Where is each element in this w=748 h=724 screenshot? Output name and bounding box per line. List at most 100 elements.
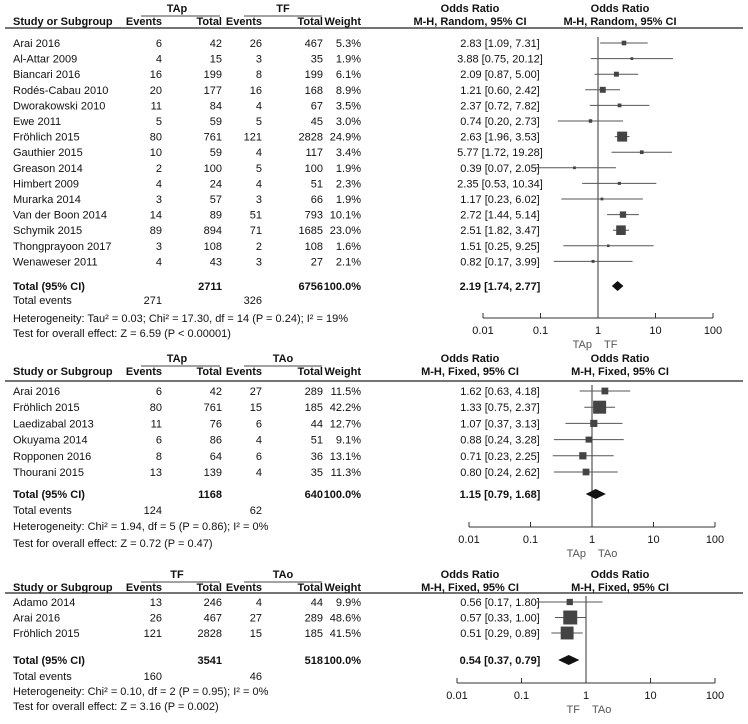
study-point-estimate bbox=[607, 244, 610, 248]
pooled-diamond bbox=[558, 655, 580, 665]
group-a-events: 5 bbox=[156, 116, 162, 128]
study-odds-ratio-ci: 1.51 [0.25, 9.25] bbox=[460, 241, 540, 253]
group-a-total: 108 bbox=[204, 241, 222, 253]
total-events-label: Total events bbox=[13, 671, 72, 683]
study-weight: 10.1% bbox=[330, 210, 361, 222]
group-b-total: 45 bbox=[311, 116, 323, 128]
study-name: Ewe 2011 bbox=[13, 116, 61, 128]
study-weight: 11.3% bbox=[331, 467, 362, 479]
study-odds-ratio-ci: 1.17 [0.23, 6.02] bbox=[460, 194, 540, 206]
study-name: Rodés-Cabau 2010 bbox=[13, 85, 108, 97]
favours-left-label: TAp bbox=[567, 548, 586, 560]
group-b-events: 3 bbox=[256, 194, 262, 206]
x-axis-tick-label: 0.1 bbox=[514, 690, 529, 702]
group-b-total: 27 bbox=[311, 256, 323, 268]
group-b-total-events: 46 bbox=[250, 671, 262, 683]
group-b-events: 3 bbox=[256, 54, 262, 66]
group-b-header: TAo bbox=[273, 569, 294, 581]
group-b-events: 71 bbox=[250, 225, 262, 237]
group-a-total: 100 bbox=[204, 163, 222, 175]
study-point-estimate bbox=[566, 598, 573, 606]
study-odds-ratio-ci: 5.77 [1.72, 19.28] bbox=[457, 147, 543, 159]
overall-effect-text: Test for overall effect: Z = 3.16 (P = 0… bbox=[13, 701, 219, 713]
group-a-events: 4 bbox=[156, 54, 162, 66]
group-a-events: 13 bbox=[150, 467, 162, 479]
x-axis-tick-label: 0.01 bbox=[458, 534, 479, 546]
study-weight: 48.6% bbox=[330, 613, 361, 625]
group-a-events: 8 bbox=[156, 451, 162, 463]
overall-effect-text: Test for overall effect: Z = 0.72 (P = 0… bbox=[13, 538, 213, 550]
pooled-diamond bbox=[611, 281, 624, 291]
group-a-grand-total: 3541 bbox=[198, 655, 222, 667]
total-label: Total (95% CI) bbox=[13, 655, 85, 667]
study-odds-ratio-ci: 0.82 [0.17, 3.99] bbox=[460, 256, 540, 268]
odds-ratio-title: Odds Ratio bbox=[441, 569, 500, 581]
group-b-total: 108 bbox=[305, 241, 323, 253]
study-odds-ratio-ci: 2.35 [0.53, 10.34] bbox=[457, 178, 543, 190]
total-label: Total (95% CI) bbox=[13, 489, 85, 501]
study-column-header: Study or Subgroup bbox=[13, 366, 113, 378]
study-weight: 24.9% bbox=[330, 132, 361, 144]
overall-effect-text: Test for overall effect: Z = 6.59 (P < 0… bbox=[13, 328, 231, 340]
group-b-total: 51 bbox=[311, 435, 323, 447]
group-a-events: 13 bbox=[150, 597, 162, 609]
group-b-events: 4 bbox=[256, 597, 262, 609]
study-odds-ratio-ci: 0.71 [0.23, 2.25] bbox=[460, 451, 540, 463]
x-axis-tick-label: 10 bbox=[649, 325, 661, 337]
group-a-events: 3 bbox=[156, 241, 162, 253]
group-b-events: 4 bbox=[256, 147, 262, 159]
study-weight: 9.1% bbox=[336, 435, 361, 447]
group-b-events: 4 bbox=[256, 435, 262, 447]
study-point-estimate bbox=[613, 71, 619, 77]
group-b-total: 2828 bbox=[299, 132, 323, 144]
group-b-total-events: 62 bbox=[250, 505, 262, 517]
x-axis-tick-label: 10 bbox=[644, 690, 656, 702]
group-b-total: 467 bbox=[305, 38, 323, 50]
study-weight: 13.1% bbox=[330, 451, 361, 463]
study-point-estimate bbox=[617, 181, 621, 185]
study-point-estimate bbox=[617, 103, 622, 108]
study-odds-ratio-ci: 0.51 [0.29, 0.89] bbox=[460, 628, 540, 640]
study-weight: 1.9% bbox=[336, 163, 361, 175]
study-weight: 1.6% bbox=[336, 241, 361, 253]
plot-method-header: M-H, Fixed, 95% CI bbox=[571, 366, 669, 378]
plot-method-header: M-H, Random, 95% CI bbox=[563, 16, 676, 28]
group-a-events-header: Events bbox=[126, 16, 162, 28]
total-events-label: Total events bbox=[13, 295, 72, 307]
study-point-estimate bbox=[619, 211, 627, 218]
study-name: Van der Boon 2014 bbox=[13, 210, 107, 222]
study-odds-ratio-ci: 0.88 [0.24, 3.28] bbox=[460, 435, 540, 447]
group-a-total: 64 bbox=[210, 451, 222, 463]
group-b-total: 67 bbox=[311, 100, 323, 112]
effect-method-header: M-H, Fixed, 95% CI bbox=[421, 582, 519, 594]
group-a-total: 43 bbox=[210, 256, 222, 268]
study-weight: 3.4% bbox=[336, 147, 361, 159]
study-odds-ratio-ci: 2.63 [1.96, 3.53] bbox=[460, 132, 540, 144]
group-b-events: 27 bbox=[250, 386, 262, 398]
group-b-events: 8 bbox=[256, 69, 262, 81]
group-b-total: 289 bbox=[305, 613, 323, 625]
pooled-odds-ratio-ci: 1.15 [0.79, 1.68] bbox=[460, 489, 541, 501]
study-point-estimate bbox=[600, 197, 604, 201]
effect-method-header: M-H, Random, 95% CI bbox=[413, 16, 526, 28]
group-b-events: 5 bbox=[256, 116, 262, 128]
study-weight: 5.3% bbox=[336, 38, 361, 50]
group-a-total: 761 bbox=[204, 402, 222, 414]
group-a-total: 86 bbox=[210, 435, 222, 447]
study-odds-ratio-ci: 1.33 [0.75, 2.37] bbox=[460, 402, 540, 414]
x-axis-tick-label: 10 bbox=[647, 534, 659, 546]
study-point-estimate bbox=[593, 400, 607, 414]
study-odds-ratio-ci: 0.80 [0.24, 2.62] bbox=[460, 467, 540, 479]
group-a-events: 80 bbox=[150, 132, 162, 144]
group-b-grand-total: 6756 bbox=[299, 281, 323, 293]
group-b-events: 15 bbox=[250, 402, 262, 414]
study-odds-ratio-ci: 2.83 [1.09, 7.31] bbox=[460, 38, 540, 50]
study-name: Ropponen 2016 bbox=[13, 451, 91, 463]
group-a-total: 84 bbox=[210, 100, 222, 112]
study-point-estimate bbox=[582, 468, 590, 476]
group-b-total-header: Total bbox=[298, 582, 323, 594]
study-name: Fröhlich 2015 bbox=[13, 402, 80, 414]
group-a-events: 10 bbox=[150, 147, 162, 159]
group-a-total-header: Total bbox=[197, 16, 222, 28]
group-a-events: 20 bbox=[150, 85, 162, 97]
